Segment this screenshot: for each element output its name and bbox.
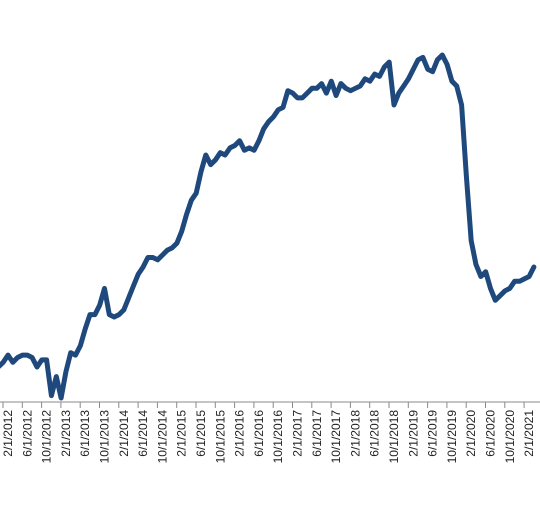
x-tick-label: 6/1/2014 <box>136 410 150 457</box>
series-group <box>0 52 537 401</box>
x-tick-label: 10/1/2019 <box>445 410 459 464</box>
x-tick-label: 6/1/2013 <box>78 410 92 457</box>
x-tick-label: 2/1/2012 <box>1 410 15 457</box>
x-axis-tick-labels: 2/1/2012 6/1/2012 10/1/2012 2/1/2013 6/1/201… <box>1 410 536 464</box>
x-tick-label: 2/1/2014 <box>117 410 131 457</box>
x-tick-label: 6/1/2018 <box>368 410 382 457</box>
x-tick-label: 10/1/2015 <box>213 410 227 464</box>
series-line <box>0 52 537 401</box>
x-tick-label: 6/1/2015 <box>194 410 208 457</box>
x-tick-label: 10/1/2018 <box>387 410 401 464</box>
x-tick-label: 6/1/2012 <box>20 410 34 457</box>
x-tick-label: 10/1/2016 <box>271 410 285 464</box>
x-tick-label: 2/1/2018 <box>348 410 362 457</box>
x-tick-label: 10/1/2020 <box>503 410 517 464</box>
x-tick-label: 10/1/2013 <box>98 410 112 464</box>
x-tick-label: 10/1/2017 <box>329 410 343 464</box>
x-tick-label: 2/1/2015 <box>175 410 189 457</box>
x-tick-label: 6/1/2019 <box>426 410 440 457</box>
x-tick-label: 10/1/2014 <box>155 410 169 464</box>
x-tick-label: 2/1/2013 <box>59 410 73 457</box>
x-tick-label: 2/1/2016 <box>233 410 247 457</box>
x-tick-label: 2/1/2017 <box>291 410 305 457</box>
x-tick-label: 2/1/2021 <box>522 410 536 457</box>
x-tick-label: 2/1/2020 <box>464 410 478 457</box>
x-tick-label: 2/1/2019 <box>406 410 420 457</box>
x-tick-label: 6/1/2017 <box>310 410 324 457</box>
x-tick-label: 6/1/2016 <box>252 410 266 457</box>
x-tick-label: 6/1/2020 <box>484 410 498 457</box>
x-tick-label: 10/1/2012 <box>40 410 54 464</box>
x-axis-ticks <box>2 402 525 408</box>
